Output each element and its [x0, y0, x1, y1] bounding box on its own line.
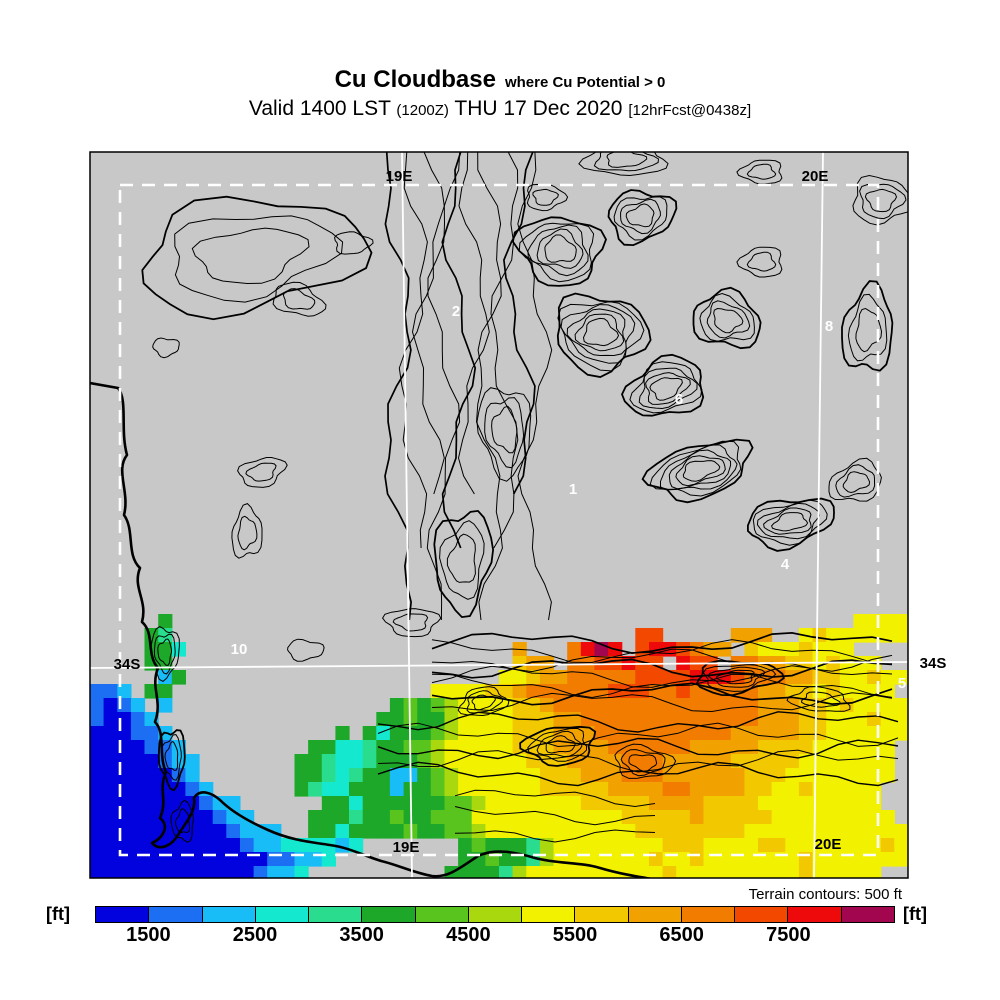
- region-number: 6: [675, 391, 683, 408]
- colorbar: 1500 2500 3500 4500 5500 6500 7500: [95, 906, 895, 946]
- colorbar-tick-label: 5500: [552, 924, 598, 946]
- valid-time: Valid 1400 LST: [248, 96, 391, 120]
- terrain-contours-note: Terrain contours: 500 ft: [748, 886, 902, 903]
- colorbar-segment: [681, 907, 736, 922]
- lon-label-19e-bottom: 19E: [393, 839, 420, 856]
- title-line: Cu Cloudbase where Cu Potential > 0: [0, 66, 1000, 94]
- colorbar-segment: [575, 907, 629, 922]
- lat-label-34s-right: 34S: [920, 655, 947, 672]
- lon-line-19e: [401, 152, 413, 878]
- colorbar-tick-label: 1500: [126, 924, 171, 946]
- colorbar-segments: [95, 906, 895, 923]
- region-number: 8: [825, 318, 833, 335]
- colorbar-segment: [468, 907, 523, 922]
- colorbar-segment: [96, 907, 150, 922]
- region-number: 5: [898, 675, 906, 692]
- colorbar-tick-label: 2500: [232, 924, 278, 946]
- header: Cu Cloudbase where Cu Potential > 0 Valid…: [0, 66, 1000, 121]
- map-border: [89, 151, 909, 879]
- colorbar-segment: [362, 907, 416, 922]
- colorbar-segment: [735, 907, 789, 922]
- colorbar-unit-left: [ft]: [46, 904, 70, 924]
- lon-label-20e-bottom: 20E: [815, 836, 842, 853]
- valid-line: Valid 1400 LST (1200Z) THU 17 Dec 2020 […: [0, 97, 1000, 121]
- colorbar-segment: [788, 907, 842, 922]
- cloudbase-field: [90, 614, 908, 878]
- page-title: Cu Cloudbase: [334, 66, 496, 93]
- valid-zulu: (1200Z): [396, 101, 449, 119]
- region-number: 2: [452, 303, 460, 320]
- colorbar-segment: [255, 907, 310, 922]
- terrain-contours: [141, 152, 908, 843]
- colorbar-segment: [202, 907, 256, 922]
- colorbar-segment: [522, 907, 576, 922]
- lon-label-20e-top: 20E: [802, 168, 829, 185]
- lon-label-19e-top: 19E: [386, 168, 413, 185]
- model-domain-boundary: [118, 183, 880, 857]
- colorbar-segment: [309, 907, 363, 922]
- colorbar-segment: [415, 907, 469, 922]
- lon-line-20e: [813, 152, 824, 878]
- colorbar-tick-label: 7500: [766, 924, 811, 946]
- colorbar-unit-right: [ft]: [903, 904, 927, 924]
- lat-lon-grid: [90, 152, 908, 878]
- region-number: 10: [231, 641, 248, 658]
- grid-labels: 19E 20E 19E 20E 34S 34S: [114, 168, 947, 856]
- colorbar-tick-label: 4500: [446, 924, 491, 946]
- lat-label-34s-left: 34S: [114, 656, 141, 673]
- colorbar-segment: [841, 907, 894, 922]
- valid-date: THU 17 Dec 2020: [454, 96, 623, 120]
- colorbar-segment: [149, 907, 203, 922]
- region-number: 4: [781, 556, 790, 573]
- colorbar-tick-label: 3500: [339, 924, 384, 946]
- title-qualifier: where Cu Potential > 0: [504, 74, 666, 91]
- region-numbers: 2 8 6 1 4 10 5: [231, 303, 907, 692]
- colorbar-segment: [628, 907, 682, 922]
- region-number: 1: [569, 481, 577, 498]
- coastline: [90, 381, 654, 878]
- lat-line-34s: [90, 661, 908, 669]
- forecast-info: [12hrFcst@0438z]: [628, 101, 752, 119]
- colorbar-tick-label: 6500: [659, 924, 704, 946]
